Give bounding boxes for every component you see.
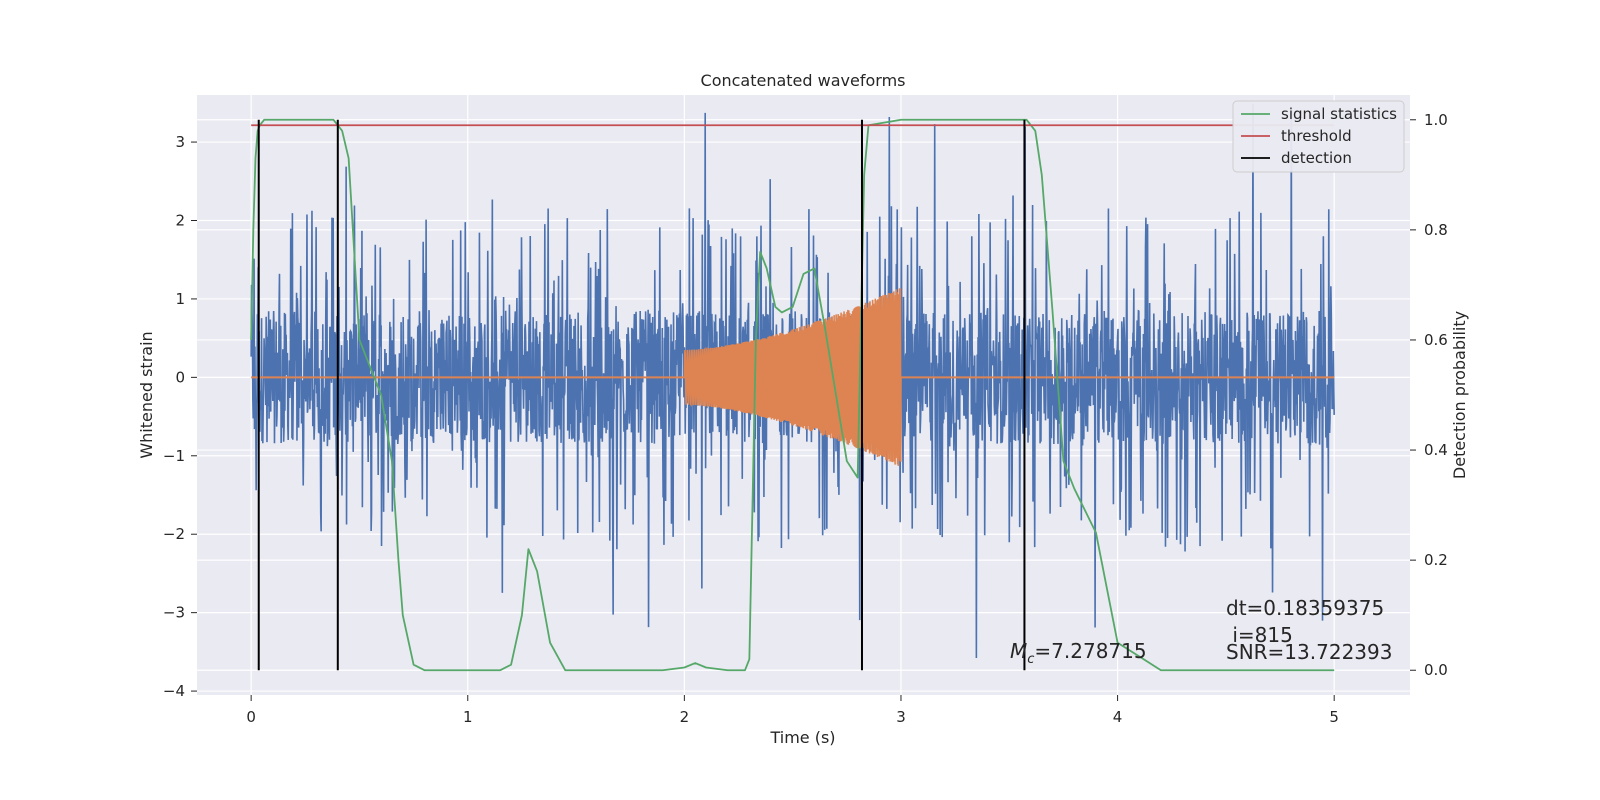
noise-line: [250, 103, 1335, 658]
x-tick-label-4: 4: [1113, 708, 1123, 726]
y-tick-label-left-2: 1: [175, 290, 185, 308]
chart-title: Concatenated waveforms: [701, 71, 906, 90]
legend-label-threshold: threshold: [1281, 127, 1352, 145]
signal-statistics-line: [250, 118, 1335, 672]
annotation-mc-sub: c: [1027, 652, 1034, 667]
x-tick-label-0: 0: [246, 708, 256, 726]
y-axis-label-left: Whitened strain: [137, 331, 156, 458]
legend-label-detection: detection: [1281, 149, 1352, 167]
detection-series: [257, 119, 1026, 671]
legend: signal statistics threshold detection: [1232, 100, 1405, 173]
y-tick-label-right-4: 0.2: [1424, 551, 1448, 569]
y-tick-label-right-1: 0.8: [1424, 221, 1448, 239]
noise-series: [250, 103, 1335, 658]
y-axis-label-right: Detection probability: [1450, 311, 1469, 479]
y-tick-label-left-7: −4: [163, 682, 185, 700]
annotation-mc-prefix: M: [1010, 639, 1027, 663]
y-tick-label-left-3: 0: [175, 368, 185, 386]
y-tick-label-right-2: 0.6: [1424, 331, 1448, 349]
chirp-series: [251, 288, 1335, 466]
y-tick-label-left-0: 3: [175, 133, 185, 151]
y-tick-label-right-0: 1.0: [1424, 111, 1448, 129]
x-axis-label: Time (s): [769, 728, 835, 747]
x-tick-label-3: 3: [896, 708, 906, 726]
signal-statistics-series: [250, 118, 1335, 672]
y-tick-label-right-3: 0.4: [1424, 441, 1448, 459]
annotation-snr: SNR=13.722393: [1226, 640, 1392, 664]
axis-ticks: 0 1 2 3 4 5 3 2 1 0 −1 −2 −3 −4 1.0 0.8 0.6 0.4 0.2 0.0: [163, 111, 1448, 726]
y-tick-label-left-6: −3: [163, 604, 185, 622]
legend-box: [1232, 100, 1405, 173]
annotation-mc-value: =7.278715: [1034, 639, 1146, 663]
svg-text:Mc=7.278715: Mc=7.278715: [1010, 639, 1147, 667]
y-tick-label-left-1: 2: [175, 211, 185, 229]
y-tick-label-right-5: 0.0: [1424, 661, 1448, 679]
annotation-i: i=815: [1226, 623, 1293, 647]
legend-label-signal-statistics: signal statistics: [1281, 105, 1397, 123]
annotation-mc: Mc=7.278715: [1010, 639, 1147, 667]
x-tick-label-5: 5: [1329, 708, 1339, 726]
x-tick-label-1: 1: [463, 708, 473, 726]
x-tick-label-2: 2: [680, 708, 690, 726]
chirp-line: [683, 288, 902, 466]
y-tick-label-left-4: −1: [163, 447, 185, 465]
y-tick-label-left-5: −2: [163, 525, 185, 543]
annotation-dt: dt=0.18359375: [1226, 596, 1384, 620]
